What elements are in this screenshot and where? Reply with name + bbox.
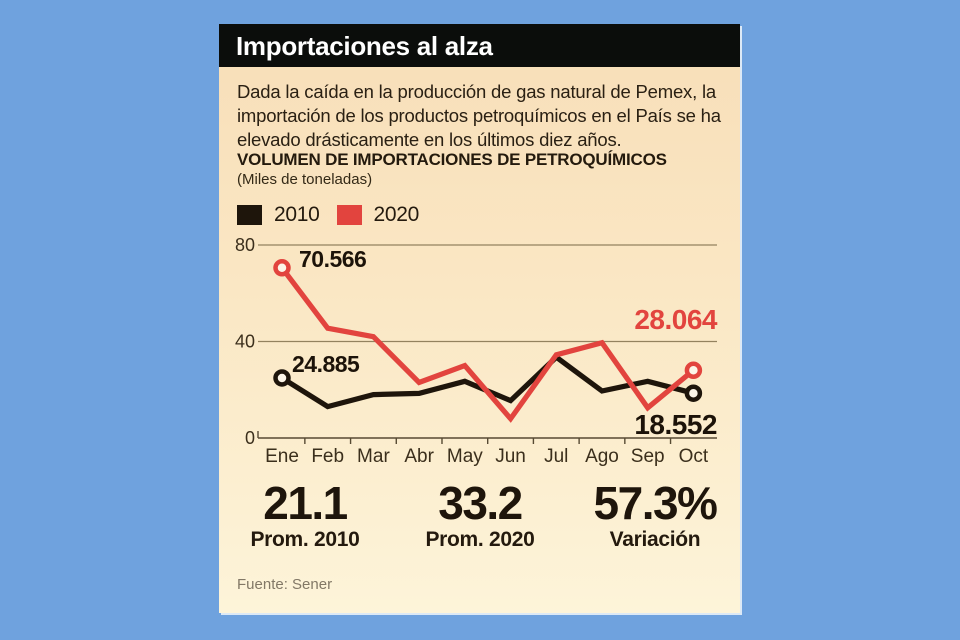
- stat-variacion: 57.3% Variación: [575, 479, 735, 553]
- chart-legend: 2010 2020: [237, 203, 419, 227]
- x-axis-month-label: Jun: [495, 446, 526, 467]
- import-volume-line-chart: 0 40 80 Ene Feb Mar Abr May Jun Jul Ago Sep Oct: [235, 235, 717, 467]
- endpoint-marker-2010-Oct: [684, 384, 703, 402]
- infographic-card: Importaciones al alza Dada la caída en l…: [219, 24, 740, 613]
- series-line-2020: [279, 266, 696, 423]
- x-axis-month-label: Feb: [311, 446, 344, 467]
- data-label-2010-oct: 18.552: [634, 409, 717, 440]
- x-axis-month-label: Sep: [631, 446, 665, 467]
- intro-line: importación de los productos petroquímic…: [237, 105, 721, 126]
- stat-prom-2010: 21.1 Prom. 2010: [225, 479, 385, 553]
- x-axis-month-label: May: [447, 446, 483, 467]
- legend-label: 2010: [274, 203, 320, 226]
- y-axis-tick-label: 80: [235, 235, 255, 255]
- stat-label: Prom. 2010: [250, 528, 360, 551]
- chart-area: 0 40 80 Ene Feb Mar Abr May Jun Jul Ago Sep Oct: [228, 222, 728, 474]
- stat-prom-2020: 33.2 Prom. 2020: [400, 479, 560, 553]
- data-label-2010-ene: 24.885: [292, 351, 360, 377]
- x-axis-month-label: Oct: [679, 446, 709, 467]
- source-credit: Fuente: Sener: [237, 576, 333, 593]
- stat-value: 57.3%: [593, 477, 718, 529]
- x-axis-month-label: Mar: [357, 446, 390, 467]
- x-axis-month-label: Abr: [404, 446, 434, 467]
- legend-item-2010: 2010: [237, 203, 320, 227]
- stat-value: 33.2: [438, 477, 523, 529]
- y-axis-tick-label: 40: [235, 332, 255, 352]
- intro-line: Dada la caída en la producción de gas na…: [237, 81, 716, 102]
- legend-swatch-2010: [237, 205, 262, 225]
- legend-swatch-2020: [336, 205, 362, 225]
- endpoint-marker-2020-Ene: [273, 259, 291, 277]
- intro-paragraph: Dada la caída en la producción de gas na…: [237, 80, 737, 152]
- stat-value: 21.1: [263, 477, 348, 529]
- x-axis-month-label: Ago: [585, 446, 619, 467]
- x-axis-month-label: Jul: [544, 446, 568, 467]
- card-title: Importaciones al alza: [236, 31, 493, 61]
- stat-label: Prom. 2020: [425, 528, 535, 551]
- chart-title: VOLUMEN DE IMPORTACIONES DE PETROQUÍMICO…: [237, 150, 667, 169]
- x-axis-month-label: Ene: [265, 446, 299, 467]
- y-axis-tick-label: 0: [245, 428, 255, 448]
- endpoint-marker-2020-Oct: [684, 361, 703, 380]
- data-label-2020-oct: 28.064: [634, 304, 717, 335]
- endpoint-marker-2010-Ene: [273, 369, 291, 387]
- legend-label: 2020: [373, 203, 420, 226]
- legend-item-2020: 2020: [336, 203, 420, 227]
- intro-line: elevado drásticamente en los últimos die…: [237, 129, 622, 150]
- data-label-2020-ene: 70.566: [299, 246, 367, 272]
- card-header-bar: Importaciones al alza: [219, 24, 740, 67]
- summary-stats-row: 21.1 Prom. 2010 33.2 Prom. 2020 57.3% Va…: [219, 479, 740, 579]
- chart-units-subtitle: (Miles de toneladas): [237, 171, 373, 188]
- stat-label: Variación: [609, 528, 701, 551]
